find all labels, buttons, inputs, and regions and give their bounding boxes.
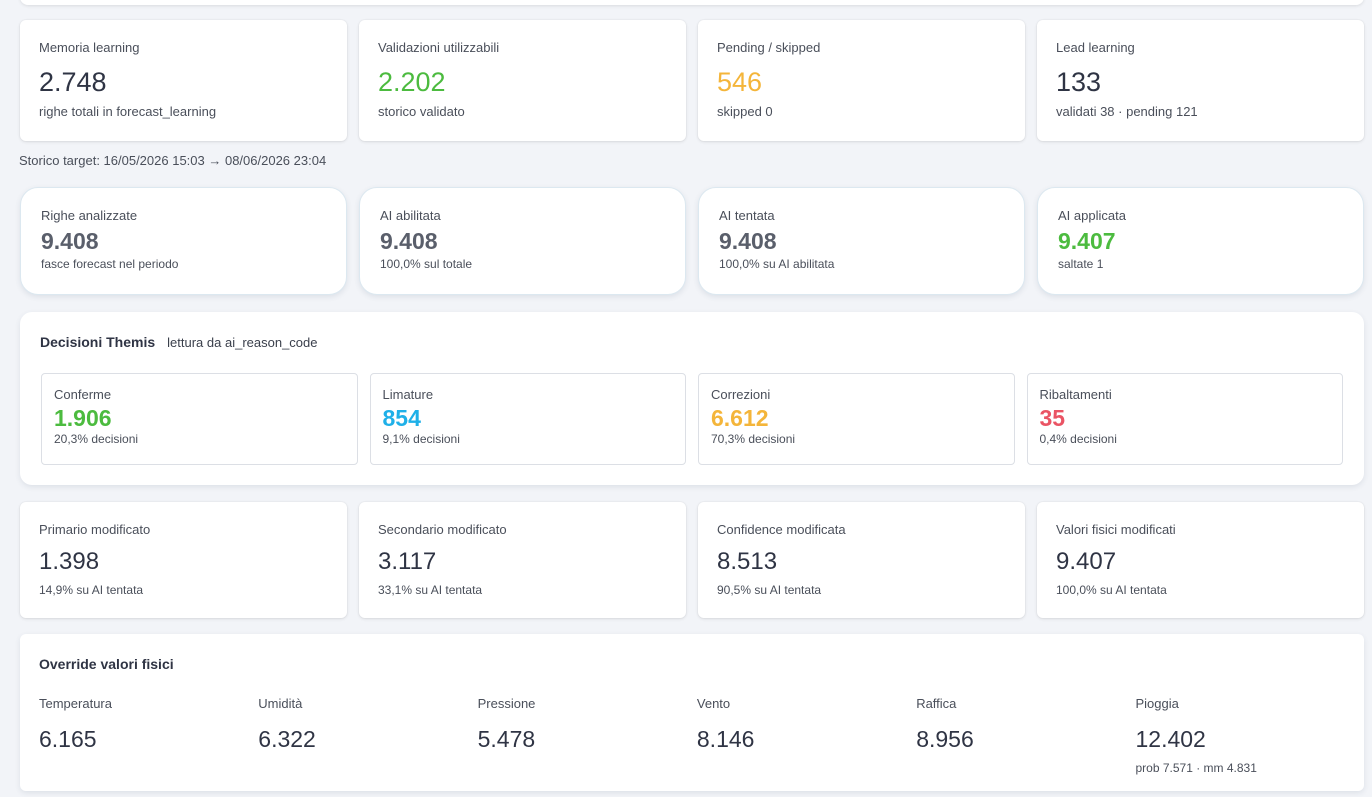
override-label: Temperatura [39,696,112,711]
stat-sub: skipped 0 [717,104,773,119]
decisions-title: Decisioni Themis [40,334,156,350]
decision-value: 1.906 [54,405,112,431]
decision-sub: 9,1% decisioni [382,432,460,446]
stat-card-lead-learning: Lead learning 133 validati 38 · pending … [1037,20,1364,141]
stat-sub: validati 38 · pending 121 [1056,104,1198,119]
override-value: 8.146 [696,726,755,752]
override-panel: Override valori fisici Temperatura 6.165… [20,634,1364,791]
ai-sub: 100,0% su AI abilitata [719,257,835,271]
ai-label: AI applicata [1058,208,1126,223]
mod-card-confidence: Confidence modificata 8.513 90,5% su AI … [698,502,1025,618]
mod-sub: 100,0% su AI tentata [1056,583,1167,597]
mod-card-valori-fisici: Valori fisici modificati 9.407 100,0% su… [1037,502,1364,618]
stat-label: Memoria learning [39,40,140,55]
ai-value: 9.408 [380,228,438,254]
mod-sub: 14,9% su AI tentata [39,583,144,597]
ai-sub: saltate 1 [1058,257,1104,271]
stat-sub: storico validato [378,104,465,119]
ai-card-ai-applicata: AI applicata 9.407 saltate 1 [1037,187,1364,295]
ai-label: Righe analizzate [41,208,138,223]
decisions-hint: lettura da ai_reason_code [167,335,318,350]
ai-sub: 100,0% sul totale [380,257,473,271]
ai-label: AI tentata [719,208,775,223]
stat-label: Pending / skipped [717,40,821,55]
ai-stats-row: Righe analizzate 9.408 fasce forecast ne… [20,187,1364,295]
mod-value: 8.513 [717,548,778,575]
override-label: Raffica [916,696,957,711]
ai-sub: fasce forecast nel periodo [41,257,179,271]
decision-card-conferme: Conferme 1.906 20,3% decisioni [41,373,358,465]
override-value: 5.478 [477,726,536,752]
mod-label: Confidence modificata [717,522,846,537]
override-label: Vento [696,696,731,711]
ai-card-ai-tentata: AI tentata 9.408 100,0% su AI abilitata [698,187,1025,295]
decision-sub: 20,3% decisioni [54,432,139,446]
override-pressione: Pressione 5.478 [478,696,697,776]
stat-label: Lead learning [1056,40,1135,55]
mod-value: 9.407 [1056,548,1117,575]
override-raffica: Raffica 8.956 [916,696,1135,776]
stat-card-pending-skipped: Pending / skipped 546 skipped 0 [698,20,1025,141]
modification-stats-row: Primario modificato 1.398 14,9% su AI te… [20,502,1364,618]
ai-label: AI abilitata [380,208,441,223]
stat-sub: righe totali in forecast_learning [39,104,217,119]
learning-stats-row: Memoria learning 2.748 righe totali in f… [20,20,1364,141]
decision-label: Ribaltamenti [1039,387,1112,402]
override-label: Pioggia [1135,696,1179,711]
decision-card-limature: Limature 854 9,1% decisioni [369,373,686,465]
override-row: Temperatura 6.165 Umidità 6.322 Pression… [39,696,1355,776]
ai-card-ai-abilitata: AI abilitata 9.408 100,0% sul totale [359,187,686,295]
mod-label: Valori fisici modificati [1056,522,1176,537]
stat-value: 133 [1056,67,1102,97]
mod-card-primario: Primario modificato 1.398 14,9% su AI te… [20,502,347,618]
override-umidita: Umidità 6.322 [258,696,477,776]
decision-card-correzioni: Correzioni 6.612 70,3% decisioni [698,373,1015,465]
stat-card-validazioni: Validazioni utilizzabili 2.202 storico v… [359,20,686,141]
decision-value: 35 [1039,405,1066,431]
ai-value: 9.408 [719,228,777,254]
stat-card-memoria-learning: Memoria learning 2.748 righe totali in f… [20,20,347,141]
top-panel-edge [20,0,1364,5]
mod-value: 1.398 [39,548,100,575]
decisions-header: Decisioni Themis lettura da ai_reason_co… [40,334,318,350]
history-target-text: Storico target: 16/05/2026 15:03 → 08/06… [19,153,327,168]
decision-label: Limature [382,387,434,402]
override-vento: Vento 8.146 [697,696,916,776]
override-value: 12.402 [1135,726,1206,752]
override-temperatura: Temperatura 6.165 [39,696,258,776]
override-value: 6.165 [39,726,97,752]
decisions-panel: Decisioni Themis lettura da ai_reason_co… [20,312,1364,485]
decision-value: 6.612 [711,405,769,431]
override-label: Umidità [258,696,303,711]
stat-value: 546 [717,67,763,97]
override-value: 6.322 [258,726,316,752]
mod-card-secondario: Secondario modificato 3.117 33,1% su AI … [359,502,686,618]
ai-value: 9.407 [1058,228,1116,254]
decision-card-ribaltamenti: Ribaltamenti 35 0,4% decisioni [1026,373,1343,465]
mod-sub: 33,1% su AI tentata [378,583,483,597]
ai-card-righe-analizzate: Righe analizzate 9.408 fasce forecast ne… [20,187,347,295]
decision-sub: 70,3% decisioni [711,432,796,446]
decision-sub: 0,4% decisioni [1039,432,1117,446]
stat-label: Validazioni utilizzabili [378,40,500,55]
override-label: Pressione [477,696,536,711]
ai-value: 9.408 [41,228,99,254]
mod-label: Secondario modificato [378,522,507,537]
override-sub: prob 7.571 · mm 4.831 [1135,761,1257,775]
mod-sub: 90,5% su AI tentata [717,583,822,597]
override-value: 8.956 [916,726,974,752]
stat-value: 2.748 [39,67,107,97]
stat-value: 2.202 [378,67,446,97]
override-title: Override valori fisici [39,656,174,672]
decision-label: Conferme [54,387,112,402]
decision-value: 854 [382,405,421,431]
decision-label: Correzioni [711,387,771,402]
mod-value: 3.117 [378,548,437,575]
decisions-row: Conferme 1.906 20,3% decisioni Limature … [41,373,1343,465]
override-pioggia: Pioggia 12.402 prob 7.571 · mm 4.831 [1135,696,1354,776]
mod-label: Primario modificato [39,522,151,537]
